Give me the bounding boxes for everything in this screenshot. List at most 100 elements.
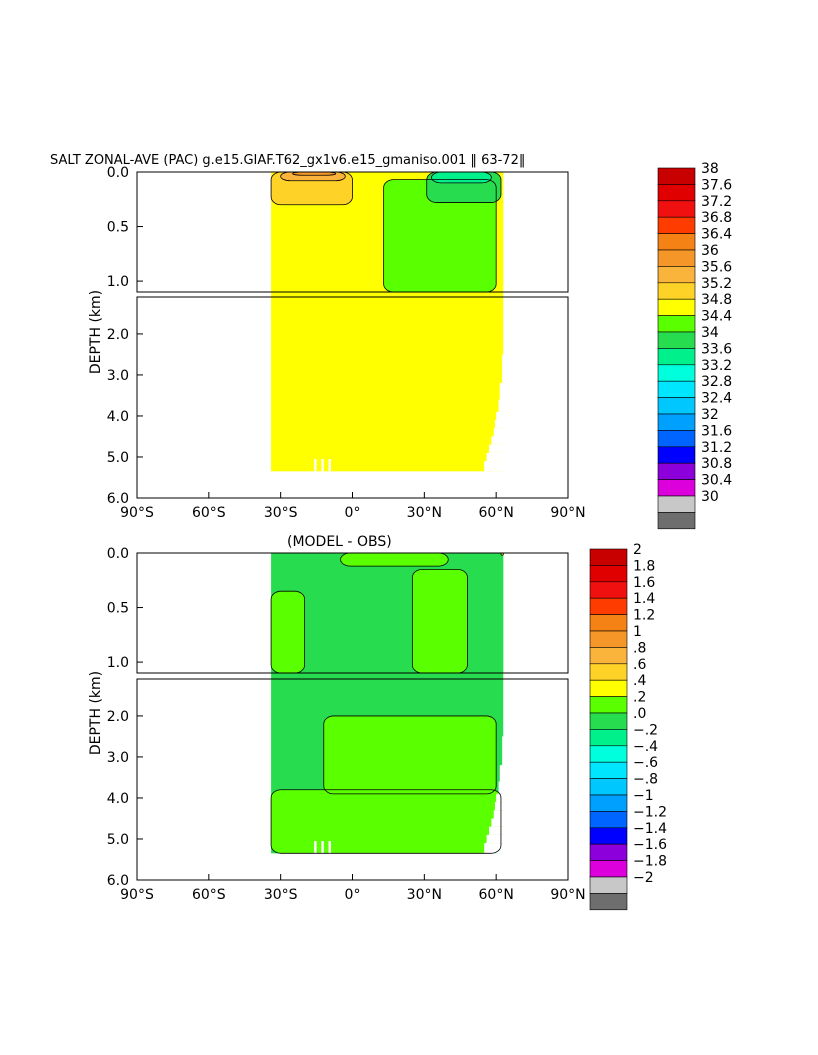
- land-mask: [502, 736, 505, 766]
- colorbar-swatch: [589, 696, 628, 714]
- upper-frame: [136, 552, 569, 674]
- colorbar-label: 32.8: [701, 374, 732, 390]
- land-mask: [494, 802, 505, 811]
- colorbar-swatch: [589, 778, 628, 796]
- colorbar-swatch: [589, 843, 628, 861]
- region-2: [340, 553, 449, 567]
- y-tick-label: 0.0: [107, 546, 129, 562]
- colorbar-swatch: [589, 663, 628, 681]
- colorbar-label: 32.4: [701, 391, 732, 407]
- figure-title: SALT ZONAL-AVE (PAC) g.e15.GIAF.T62_gx1v…: [50, 153, 525, 168]
- land-mask: [496, 793, 505, 803]
- y-tick-label: 3.0: [107, 368, 129, 384]
- land-mask: [484, 843, 505, 854]
- colorbar-swatch: [657, 430, 696, 448]
- colorbar-label: .8: [633, 640, 646, 656]
- colorbar-swatch: [657, 380, 696, 398]
- colorbar-swatch: [657, 348, 696, 366]
- colorbar-swatch: [657, 266, 696, 284]
- region-1: [271, 591, 305, 673]
- region-0: [271, 553, 504, 673]
- seafloor-gap: [328, 459, 331, 472]
- colorbar-label: 33.6: [701, 341, 732, 357]
- y-tick-label: 5.0: [107, 450, 129, 466]
- colorbar-label: 30.8: [701, 456, 732, 472]
- x-tick-label: 0°: [345, 887, 361, 903]
- colorbar-swatch: [589, 679, 628, 697]
- land-mask: [493, 428, 505, 437]
- region-3: [412, 569, 468, 673]
- colorbar-label: .0: [633, 706, 646, 722]
- colorbar-label: −.2: [633, 722, 658, 738]
- x-tick-label: 60°S: [192, 887, 226, 903]
- colorbar-label: 34.8: [701, 292, 732, 308]
- colorbar-swatch: [589, 548, 628, 566]
- colorbar-swatch: [589, 794, 628, 812]
- land-mask: [498, 399, 505, 412]
- colorbar-label: 37.2: [701, 194, 732, 210]
- colorbar-swatch: [657, 364, 696, 382]
- salinity-panel: 90°S 60°S 30°S 0° 30°N 60°N 90°N 0.0 0.5 1.0 2.0 3.…: [88, 161, 732, 530]
- difference-panel: 90°S 60°S 30°S 0° 30°N 60°N 90°N0.00.51.02.03.…: [88, 542, 667, 911]
- land-mask: [493, 810, 505, 819]
- colorbar-label: 1.4: [633, 591, 655, 607]
- land-mask: [484, 461, 505, 472]
- seafloor-gap: [321, 841, 324, 854]
- colorbar-swatch: [589, 860, 628, 878]
- y-tick-label: 6.0: [107, 873, 129, 889]
- colorbar-label: 36.4: [701, 227, 732, 243]
- colorbar-swatch: [589, 565, 628, 583]
- colorbar-swatch: [589, 712, 628, 730]
- difference-subtitle: (MODEL - OBS): [287, 534, 392, 550]
- colorbar-swatch: [657, 479, 696, 497]
- colorbar-label: 31.6: [701, 423, 732, 439]
- upper-frame: [136, 171, 569, 293]
- colorbar-label: 35.6: [701, 259, 732, 275]
- colorbar-label: −1.6: [633, 837, 667, 853]
- y-tick-label: 3.0: [107, 750, 129, 766]
- land-mask: [488, 826, 505, 835]
- colorbar-swatch: [657, 315, 696, 333]
- colorbar-label: 1.8: [633, 558, 655, 574]
- land-mask: [499, 383, 505, 400]
- colorbar-swatch: [657, 462, 696, 480]
- colorbar-swatch: [589, 761, 628, 779]
- y-tick-label: 1.0: [107, 274, 129, 290]
- colorbar-swatch: [657, 413, 696, 431]
- y-tick-label: 4.0: [107, 409, 129, 425]
- land-mask: [486, 452, 505, 462]
- colorbar-label: 2: [633, 542, 642, 558]
- colorbar-swatch: [657, 233, 696, 251]
- colorbar-swatch: [589, 614, 628, 632]
- region-4: [271, 789, 501, 854]
- colorbar-swatch: [657, 167, 696, 185]
- region-5: [323, 715, 497, 794]
- y-tick-label: 5.0: [107, 832, 129, 848]
- x-tick-label: 30°N: [407, 887, 442, 903]
- region-3: [292, 172, 336, 176]
- colorbar-swatch: [657, 282, 696, 300]
- colorbar-swatch: [589, 827, 628, 845]
- colorbar-label: .4: [633, 673, 646, 689]
- region-6: [431, 172, 492, 183]
- x-tick-label: 0°: [345, 505, 361, 521]
- colorbar-swatch: [657, 184, 696, 202]
- colorbar-label: −1.2: [633, 804, 667, 820]
- colorbar-label: −1: [633, 788, 654, 804]
- colorbar-label: −.6: [633, 755, 658, 771]
- colorbar-swatch: [657, 249, 696, 267]
- x-tick-label: 60°N: [479, 887, 514, 903]
- y-tick-label: 6.0: [107, 491, 129, 507]
- y-tick-label: 4.0: [107, 791, 129, 807]
- x-tick-label: 60°N: [479, 505, 514, 521]
- colorbar-label: −1.4: [633, 821, 667, 837]
- contour-line: [323, 715, 497, 795]
- colorbar-label: 36.8: [701, 210, 732, 226]
- colorbar-swatch: [657, 495, 696, 513]
- land-mask: [491, 818, 505, 827]
- colorbar-swatch: [589, 597, 628, 615]
- colorbar-label: 34.4: [701, 309, 732, 325]
- colorbar-swatch: [589, 581, 628, 599]
- seafloor-gap: [321, 459, 324, 472]
- land-mask: [499, 765, 505, 782]
